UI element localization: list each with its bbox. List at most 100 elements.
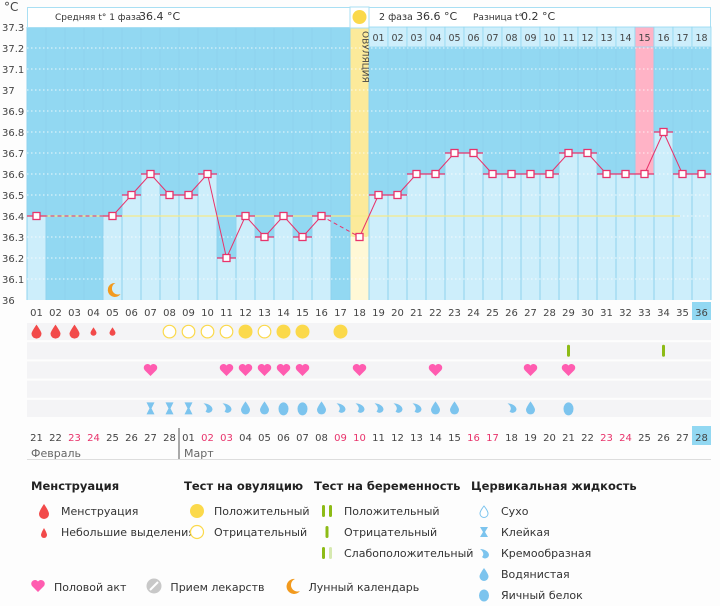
heart-icon <box>428 364 443 376</box>
legend-label: Половой акт <box>54 581 127 594</box>
y-tick-label: 36.7 <box>2 149 24 160</box>
post-ovulation-day-label: 08 <box>505 33 517 44</box>
cycle-day-label: 10 <box>201 308 214 319</box>
legend-moon: Лунный календарь <box>285 578 419 597</box>
sticky-icon <box>165 402 174 415</box>
temperature-bar <box>692 174 711 300</box>
pregnancy-test-negative-icon <box>662 344 665 357</box>
legend-label: Яичный белок <box>501 588 583 602</box>
temperature-point <box>298 232 307 242</box>
cycle-day-label: 28 <box>543 308 556 319</box>
cycle-day-label: 24 <box>467 308 480 319</box>
temperature-point <box>621 169 630 179</box>
cycle-day-label: 12 <box>239 308 252 319</box>
dry-drop-icon <box>471 504 497 518</box>
calendar-date-label: 25 <box>106 433 119 444</box>
filled-circle-icon <box>184 503 210 519</box>
post-ovulation-day-label: 18 <box>695 33 707 44</box>
temperature-line-segment <box>644 131 664 175</box>
watery-drop-icon <box>450 401 459 415</box>
ovulation-test-positive-icon <box>238 324 253 339</box>
temperature-bar <box>388 195 407 300</box>
temperature-bar <box>559 153 578 300</box>
temperature-point <box>488 169 497 179</box>
temperature-line-segment <box>207 173 227 259</box>
temperature-point <box>393 190 402 200</box>
creamy-icon <box>355 403 365 413</box>
legend-label: Положительный <box>214 504 310 518</box>
legend-sex: Половой акт <box>30 578 126 597</box>
heart-icon <box>523 364 538 376</box>
temperature-point <box>469 148 478 158</box>
legend-title: Тест на овуляцию <box>184 479 304 493</box>
cycle-day-label: 33 <box>638 308 651 319</box>
creamy-icon <box>374 403 384 413</box>
egg-white-icon <box>278 402 289 416</box>
temperature-point <box>564 148 573 158</box>
ovulation-test-negative-icon <box>257 324 272 339</box>
calendar-date-label: 28 <box>163 433 176 444</box>
post-ovulation-day-label: 11 <box>562 33 574 44</box>
sticky-icon <box>146 402 155 415</box>
watery-drop-icon <box>431 401 440 415</box>
temperature-bar <box>217 258 236 300</box>
calendar-date-label: 21 <box>30 433 43 444</box>
legend-label: Прием лекарств <box>170 581 265 594</box>
moon-icon <box>107 282 121 297</box>
calendar-date-label: 27 <box>676 433 689 444</box>
temperature-bar <box>350 237 369 300</box>
temperature-point <box>412 169 421 179</box>
y-tick-label: 36.4 <box>2 212 24 223</box>
hollow-circle-icon <box>184 524 210 540</box>
heart-icon <box>238 364 253 376</box>
month-label-march: Март <box>184 447 214 460</box>
watery-drop-icon <box>260 401 269 415</box>
calendar-date-label: 03 <box>220 433 233 444</box>
post-ovulation-day-label: 02 <box>391 33 403 44</box>
calendar-date-label: 26 <box>657 433 670 444</box>
heart-icon <box>219 363 234 376</box>
small-blood-drop-icon <box>90 327 97 336</box>
temperature-bar <box>122 195 141 300</box>
temperature-point <box>203 169 212 179</box>
calendar-date-label: 14 <box>429 433 442 444</box>
cycle-day-label: 08 <box>163 308 176 319</box>
temperature-bar <box>464 153 483 300</box>
temperature-point <box>222 253 231 263</box>
legend-title: Цервикальная жидкость <box>471 479 637 493</box>
post-ovulation-day-cell <box>691 26 712 48</box>
calendar-date-label: 02 <box>201 433 214 444</box>
post-ovulation-day-label: 01 <box>372 33 384 44</box>
y-tick-label: 36.2 <box>2 254 24 265</box>
sticky-icon <box>184 402 193 415</box>
temperature-point <box>678 169 687 179</box>
calendar-date-label: 13 <box>410 433 423 444</box>
watery-drop-icon <box>317 401 326 415</box>
blood-drop-icon <box>31 324 42 339</box>
y-tick-label: 36.5 <box>2 191 24 202</box>
heart-icon <box>30 579 46 596</box>
diff-label: Разница t° <box>473 13 523 23</box>
cycle-day-label: 03 <box>68 308 81 319</box>
temperature-bar <box>141 174 160 300</box>
cycle-day-label: 23 <box>448 308 461 319</box>
temperature-bar <box>616 174 635 300</box>
legend-ovulation-test: Тест на овуляцию Положительный Отрицател… <box>184 479 310 543</box>
calendar-date-label: 07 <box>296 433 309 444</box>
blood-drop-icon <box>50 324 61 339</box>
temperature-line-segment <box>226 215 246 259</box>
creamy-icon <box>412 403 422 413</box>
sticky-icon <box>471 525 497 539</box>
calendar-date-label: 15 <box>448 433 461 444</box>
temperature-line-segment <box>663 131 683 175</box>
legend-title: Менструация <box>31 479 120 493</box>
temperature-point <box>146 169 155 179</box>
creamy-icon <box>222 403 232 413</box>
calendar-date-label: 28 <box>695 433 708 444</box>
calendar-date-label: 22 <box>49 433 62 444</box>
egg-white-icon <box>471 588 497 602</box>
blood-drop-icon <box>31 503 57 519</box>
temperature-bar <box>597 174 616 300</box>
temperature-point <box>108 211 117 221</box>
ovulation-test-positive-icon <box>333 324 348 339</box>
